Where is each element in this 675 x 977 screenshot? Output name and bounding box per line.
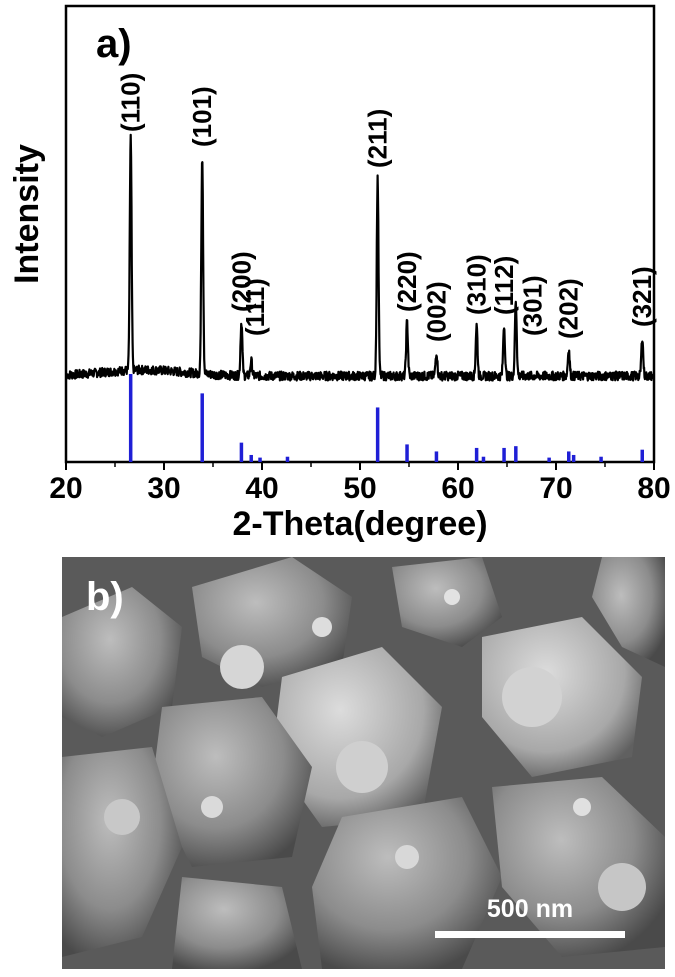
peak-label: (310) [462,254,492,315]
x-tick-label: 80 [637,472,670,505]
x-tick-label: 70 [539,472,572,505]
x-tick-label: 50 [343,472,376,505]
x-tick-label: 30 [147,472,180,505]
measured-pattern [66,133,654,382]
peak-label: (111) [240,278,270,336]
y-axis-label: Intensity [8,144,46,284]
peak-label: (101) [187,86,217,147]
x-axis-label: 2-Theta(degree) [232,505,487,543]
scale-bar [435,931,625,938]
sem-image: b) 500 nm [62,557,665,969]
sem-micrograph [62,557,665,969]
peak-label: (202) [554,278,584,339]
panel-label-a: a) [96,22,132,66]
peak-label: (220) [392,251,422,312]
peak-label: (112) [489,256,519,315]
peak-label: (200) [226,251,256,312]
plot-area: 20 30 40 50 60 70 80 2-Theta(degree) Intensity (1… [8,4,671,543]
scale-bar-label: 500 nm [486,895,574,923]
plot-frame [64,4,656,464]
xrd-chart: 20 30 40 50 60 70 80 2-Theta(degree) Intensity (1… [8,4,671,543]
panel-label-b: b) [86,575,124,619]
peak-label: (110) [116,73,146,132]
peak-label: (301) [518,275,548,336]
x-tick-label: 40 [245,472,278,505]
peak-label: (211) [363,109,393,168]
x-tick-label: 60 [441,472,474,505]
peak-label: (002) [421,281,451,342]
peak-label: (321) [627,266,657,327]
x-tick-label: 20 [49,472,82,505]
